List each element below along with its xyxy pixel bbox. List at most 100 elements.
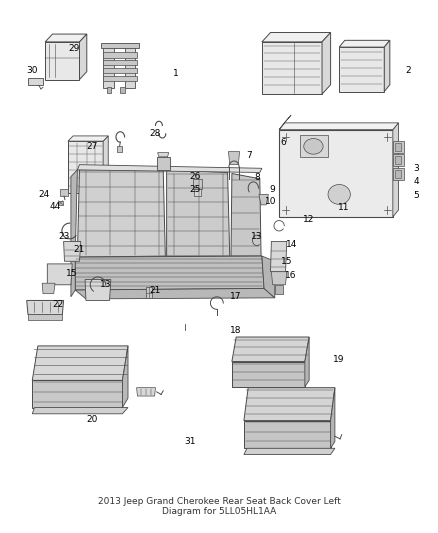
Polygon shape xyxy=(339,47,384,92)
Polygon shape xyxy=(75,256,264,290)
Text: 10: 10 xyxy=(265,197,276,206)
Polygon shape xyxy=(137,387,155,396)
Ellipse shape xyxy=(328,184,350,204)
Polygon shape xyxy=(79,34,87,79)
Polygon shape xyxy=(259,195,268,205)
Polygon shape xyxy=(120,87,124,93)
Polygon shape xyxy=(68,141,103,193)
Polygon shape xyxy=(279,123,399,130)
Polygon shape xyxy=(45,34,87,42)
Polygon shape xyxy=(117,147,123,151)
Polygon shape xyxy=(193,179,202,189)
Text: 24: 24 xyxy=(38,190,49,199)
Polygon shape xyxy=(103,76,137,81)
Text: 22: 22 xyxy=(53,300,64,309)
Polygon shape xyxy=(194,189,201,196)
Ellipse shape xyxy=(304,139,323,154)
Text: 25: 25 xyxy=(190,185,201,193)
Polygon shape xyxy=(85,280,111,301)
Polygon shape xyxy=(300,135,328,157)
Polygon shape xyxy=(271,241,287,272)
Text: 12: 12 xyxy=(304,215,315,224)
Polygon shape xyxy=(106,87,111,93)
Polygon shape xyxy=(123,346,128,408)
Text: 21: 21 xyxy=(150,286,161,295)
Polygon shape xyxy=(158,152,169,157)
Polygon shape xyxy=(103,68,137,73)
Text: 17: 17 xyxy=(230,292,241,301)
Text: 2: 2 xyxy=(405,66,411,75)
Text: 30: 30 xyxy=(27,66,38,75)
Polygon shape xyxy=(103,60,137,66)
Polygon shape xyxy=(103,47,114,88)
Polygon shape xyxy=(32,408,128,414)
Polygon shape xyxy=(124,47,135,88)
Text: 6: 6 xyxy=(280,138,286,147)
Text: 27: 27 xyxy=(87,142,98,151)
Polygon shape xyxy=(275,285,283,294)
Polygon shape xyxy=(279,130,393,217)
Polygon shape xyxy=(393,168,403,180)
Polygon shape xyxy=(395,156,401,164)
Polygon shape xyxy=(64,241,81,261)
Text: 44: 44 xyxy=(49,202,60,211)
Polygon shape xyxy=(232,361,305,386)
Polygon shape xyxy=(166,170,230,256)
Text: 3: 3 xyxy=(413,164,419,173)
Polygon shape xyxy=(103,52,137,58)
Polygon shape xyxy=(103,136,108,193)
Text: 2013 Jeep Grand Cherokee Rear Seat Back Cover Left
Diagram for 5LL05HL1AA: 2013 Jeep Grand Cherokee Rear Seat Back … xyxy=(98,497,340,516)
Text: 26: 26 xyxy=(190,172,201,181)
Text: 5: 5 xyxy=(413,191,419,200)
Polygon shape xyxy=(232,337,309,361)
Text: 21: 21 xyxy=(74,245,85,254)
Polygon shape xyxy=(384,41,390,92)
Polygon shape xyxy=(78,165,262,173)
Polygon shape xyxy=(262,42,322,94)
Polygon shape xyxy=(339,41,390,47)
Text: 1: 1 xyxy=(173,69,179,78)
Text: 9: 9 xyxy=(270,185,276,193)
Text: 31: 31 xyxy=(184,437,195,446)
Polygon shape xyxy=(393,154,403,166)
Polygon shape xyxy=(28,313,62,320)
Polygon shape xyxy=(272,272,287,285)
Text: 14: 14 xyxy=(286,240,298,249)
Text: 16: 16 xyxy=(286,271,297,280)
Polygon shape xyxy=(32,346,128,381)
Polygon shape xyxy=(28,78,43,85)
Text: 7: 7 xyxy=(246,151,252,160)
Text: 18: 18 xyxy=(230,326,241,335)
Polygon shape xyxy=(45,42,79,79)
Polygon shape xyxy=(229,151,240,165)
Polygon shape xyxy=(262,256,275,298)
Polygon shape xyxy=(279,115,291,130)
Text: 19: 19 xyxy=(332,355,344,364)
Text: 28: 28 xyxy=(149,129,160,138)
Polygon shape xyxy=(262,33,331,42)
Polygon shape xyxy=(101,43,139,48)
Polygon shape xyxy=(27,301,64,314)
Polygon shape xyxy=(58,201,63,205)
Polygon shape xyxy=(331,387,335,448)
Polygon shape xyxy=(393,123,399,217)
Text: 20: 20 xyxy=(87,415,98,424)
Polygon shape xyxy=(78,170,166,257)
Polygon shape xyxy=(71,170,78,297)
Polygon shape xyxy=(231,174,261,256)
Text: 8: 8 xyxy=(255,173,261,182)
Text: 4: 4 xyxy=(413,177,419,187)
Polygon shape xyxy=(146,287,152,298)
Polygon shape xyxy=(42,283,55,294)
Text: 13: 13 xyxy=(100,280,112,289)
Text: 13: 13 xyxy=(251,232,262,241)
Polygon shape xyxy=(75,288,275,299)
Polygon shape xyxy=(60,189,68,196)
Polygon shape xyxy=(395,143,401,150)
Text: 15: 15 xyxy=(281,257,293,266)
Polygon shape xyxy=(32,381,123,408)
Polygon shape xyxy=(395,171,401,177)
Polygon shape xyxy=(244,421,331,448)
Polygon shape xyxy=(322,33,331,94)
Polygon shape xyxy=(244,448,335,455)
